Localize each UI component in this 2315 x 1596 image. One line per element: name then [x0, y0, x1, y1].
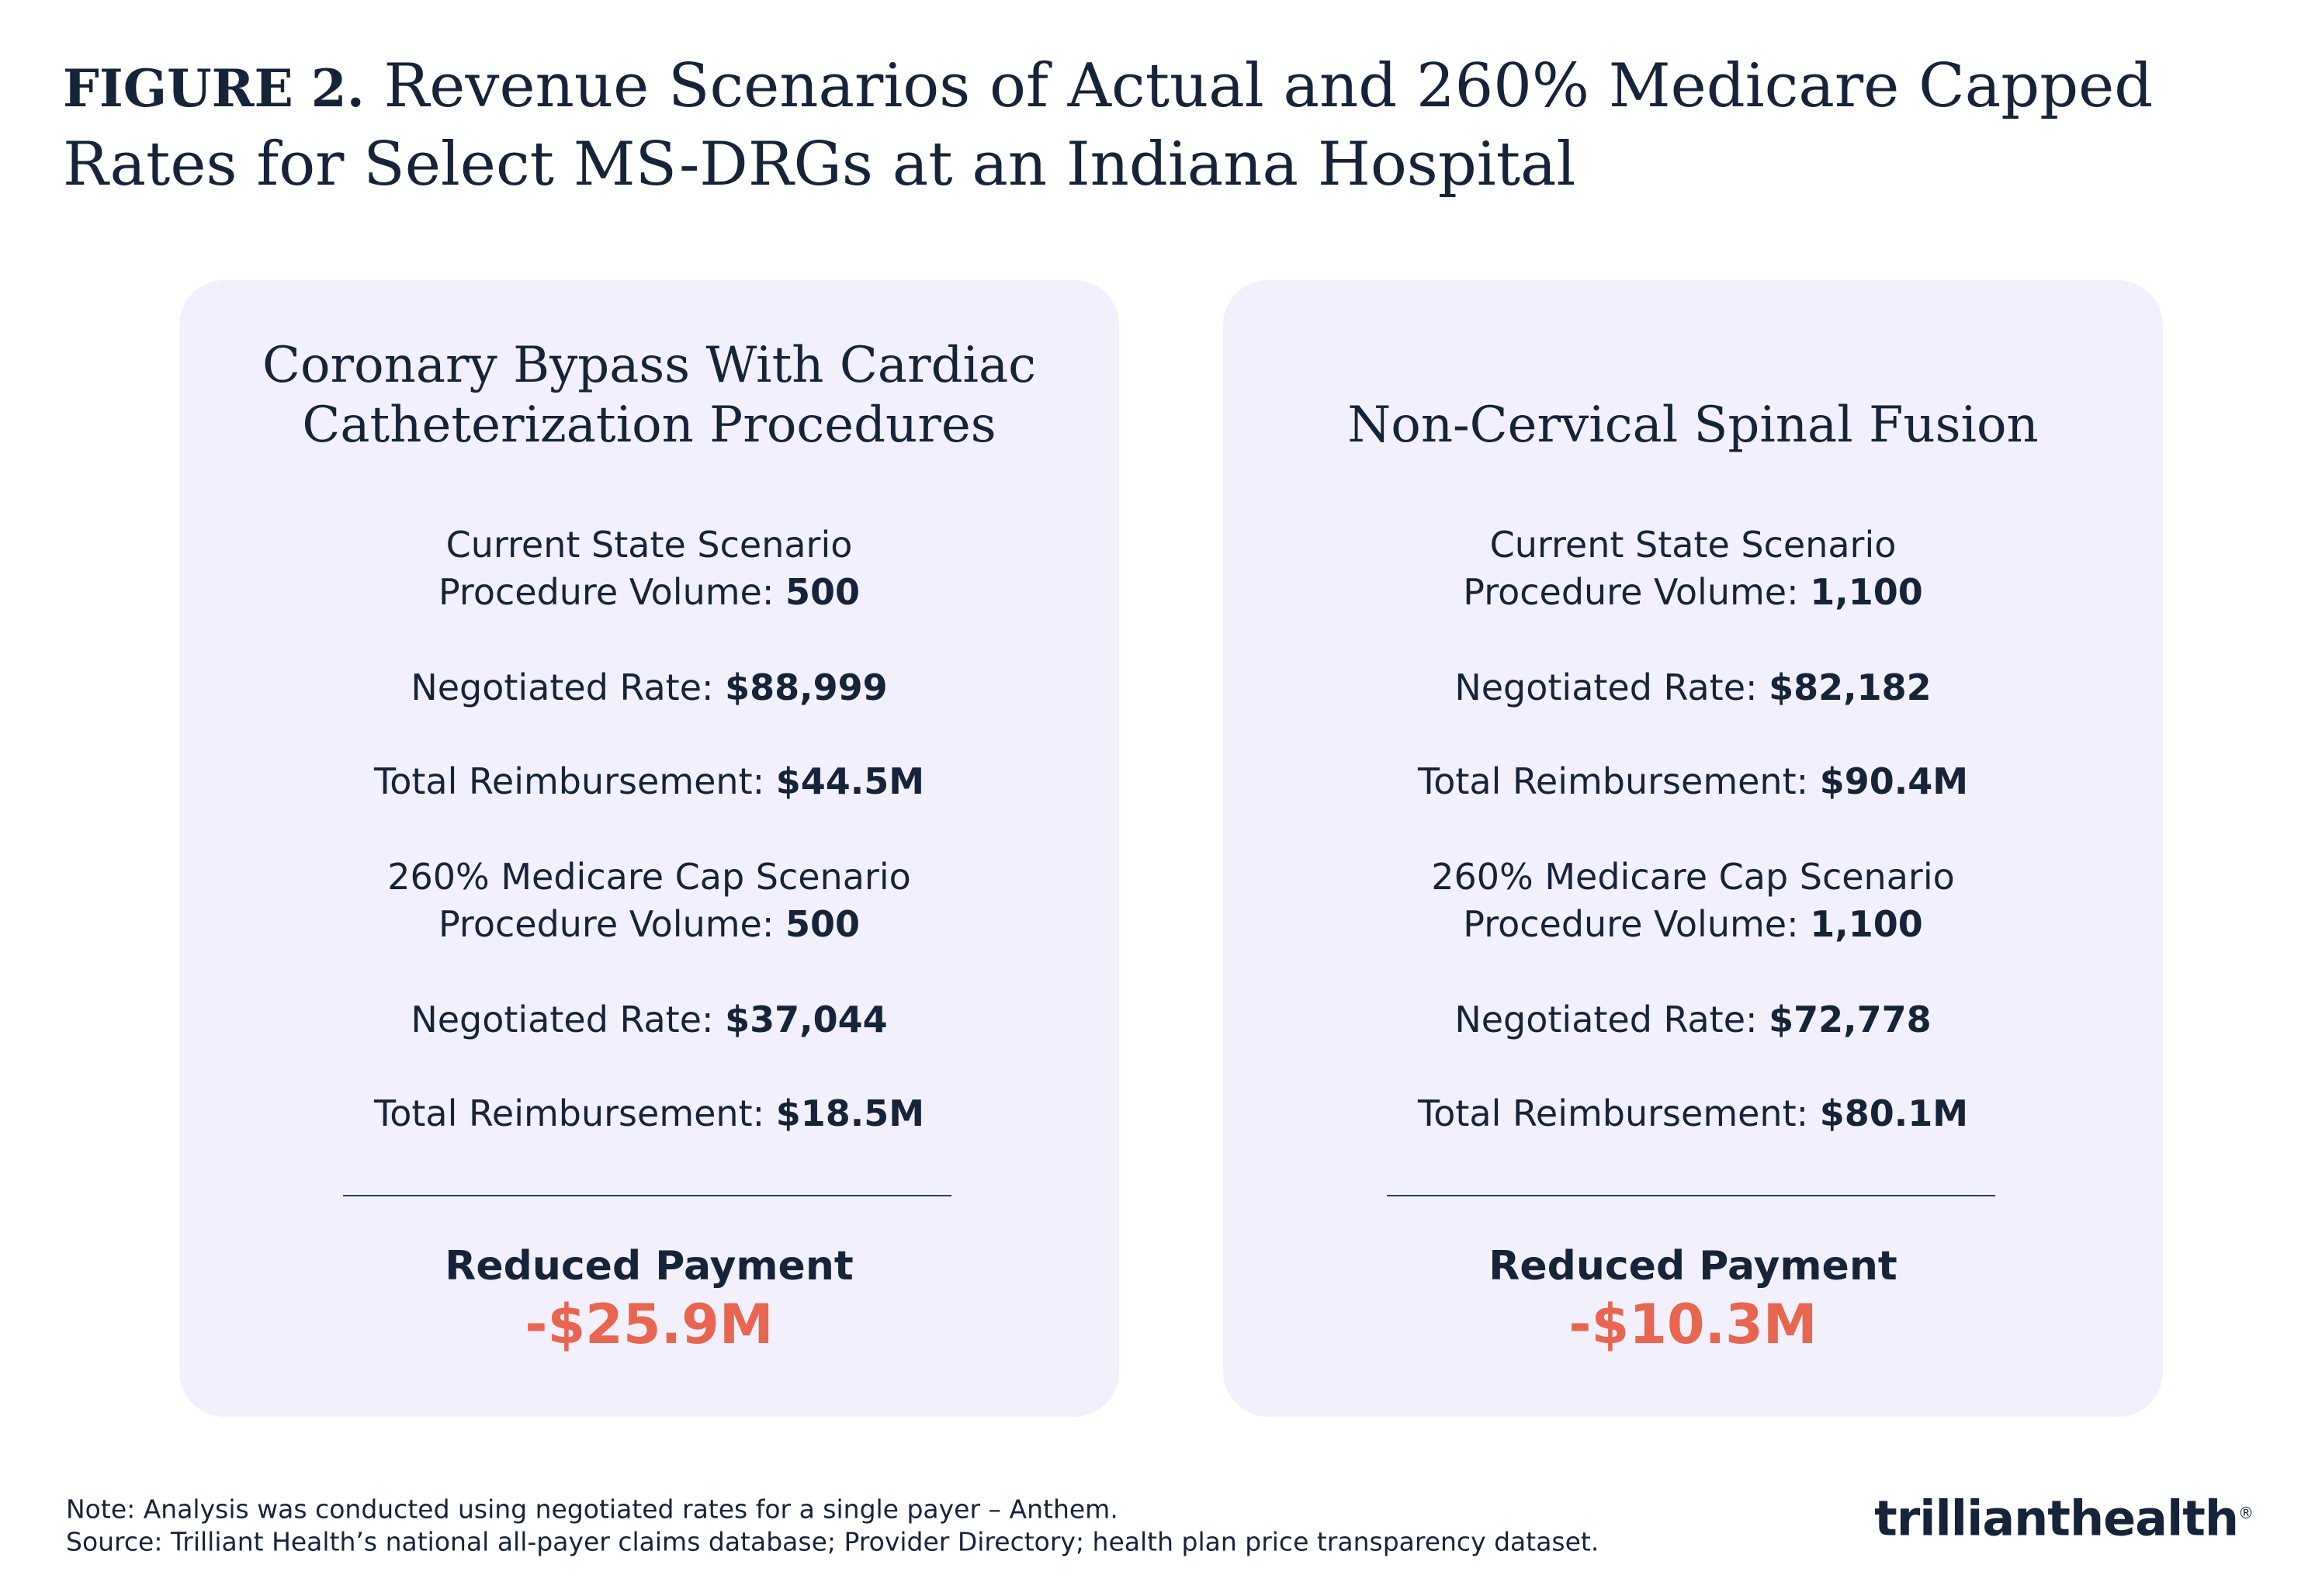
metric-row: Negotiated Rate: $37,044	[179, 999, 1119, 1040]
metric-row: Negotiated Rate: $88,999	[179, 666, 1119, 708]
figure-label: FIGURE 2.	[63, 58, 365, 119]
divider	[343, 1195, 951, 1196]
card-title: Catheterization Procedures	[302, 396, 996, 454]
note: Note: Analysis was conducted using negot…	[66, 1494, 1118, 1525]
metric-value: 500	[785, 571, 860, 613]
logo: trillianthealth®	[1874, 1490, 2254, 1547]
scenario-heading: 260% Medicare Cap Scenario	[1431, 856, 1955, 898]
metric-row: Total Reimbursement: $18.5M	[179, 1092, 1119, 1134]
metric-row: Procedure Volume: 1,100	[1223, 571, 2163, 613]
metric-row: Negotiated Rate: $72,778	[1223, 999, 2163, 1040]
metric-value: $37,044	[725, 999, 888, 1040]
logo-part: trilliant	[1874, 1490, 2071, 1547]
figure-title: FIGURE 2. Revenue Scenarios of Actual an…	[63, 48, 2220, 203]
scenario-heading: Current State Scenario	[445, 524, 853, 566]
metric-row: Procedure Volume: 500	[179, 571, 1119, 613]
metric-value: $44.5M	[775, 760, 925, 802]
metric-row: Total Reimbursement: $80.1M	[1223, 1092, 2163, 1134]
metric-value: $82,182	[1769, 666, 1932, 708]
metric-label: Total Reimbursement:	[373, 1092, 765, 1134]
metric-value: $18.5M	[775, 1092, 925, 1134]
metric-row: Procedure Volume: 1,100	[1223, 903, 2163, 945]
metric-label: Negotiated Rate:	[411, 666, 714, 708]
metric-value: $88,999	[725, 666, 888, 708]
metric-label: Negotiated Rate:	[411, 999, 714, 1040]
reduced-label: Reduced Payment	[445, 1243, 854, 1290]
source: Source: Trilliant Health’s national all-…	[66, 1526, 1599, 1557]
metric-label: Total Reimbursement:	[373, 760, 765, 802]
card-title: Coronary Bypass With Cardiac	[262, 337, 1036, 394]
reduced-value: -$25.9M	[525, 1293, 774, 1356]
card-title: Non-Cervical Spinal Fusion	[1347, 396, 2039, 454]
metric-label: Negotiated Rate:	[1454, 999, 1758, 1040]
logo-mark: ®	[2238, 1503, 2254, 1522]
metric-label: Procedure Volume:	[1463, 903, 1799, 945]
metric-value: 500	[785, 903, 860, 945]
scenario-heading: 260% Medicare Cap Scenario	[387, 856, 911, 898]
metric-label: Total Reimbursement:	[1417, 760, 1809, 802]
metric-value: $90.4M	[1819, 760, 1969, 802]
reduced-label: Reduced Payment	[1488, 1243, 1897, 1290]
card: Non-Cervical Spinal Fusion Current State …	[1223, 280, 2163, 1417]
metric-label: Total Reimbursement:	[1417, 1092, 1809, 1134]
card: Coronary Bypass With Cardiac Catheterizat…	[179, 280, 1119, 1417]
title-text: Revenue Scenarios of Actual and 260% Med…	[63, 51, 2154, 199]
metric-value: $72,778	[1769, 999, 1932, 1040]
metric-label: Procedure Volume:	[438, 903, 775, 945]
metric-label: Negotiated Rate:	[1454, 666, 1758, 708]
metric-value: 1,100	[1810, 571, 1923, 613]
scenario-heading: Current State Scenario	[1489, 524, 1897, 566]
logo-part: health	[2069, 1490, 2239, 1547]
metric-value: $80.1M	[1819, 1092, 1969, 1134]
metric-row: Procedure Volume: 500	[179, 903, 1119, 945]
metric-value: 1,100	[1810, 903, 1923, 945]
metric-label: Procedure Volume:	[438, 571, 775, 613]
metric-row: Total Reimbursement: $90.4M	[1223, 760, 2163, 802]
metric-row: Negotiated Rate: $82,182	[1223, 666, 2163, 708]
reduced-value: -$10.3M	[1568, 1293, 1818, 1356]
metric-label: Procedure Volume:	[1463, 571, 1799, 613]
divider	[1387, 1195, 1995, 1196]
metric-row: Total Reimbursement: $44.5M	[179, 760, 1119, 802]
